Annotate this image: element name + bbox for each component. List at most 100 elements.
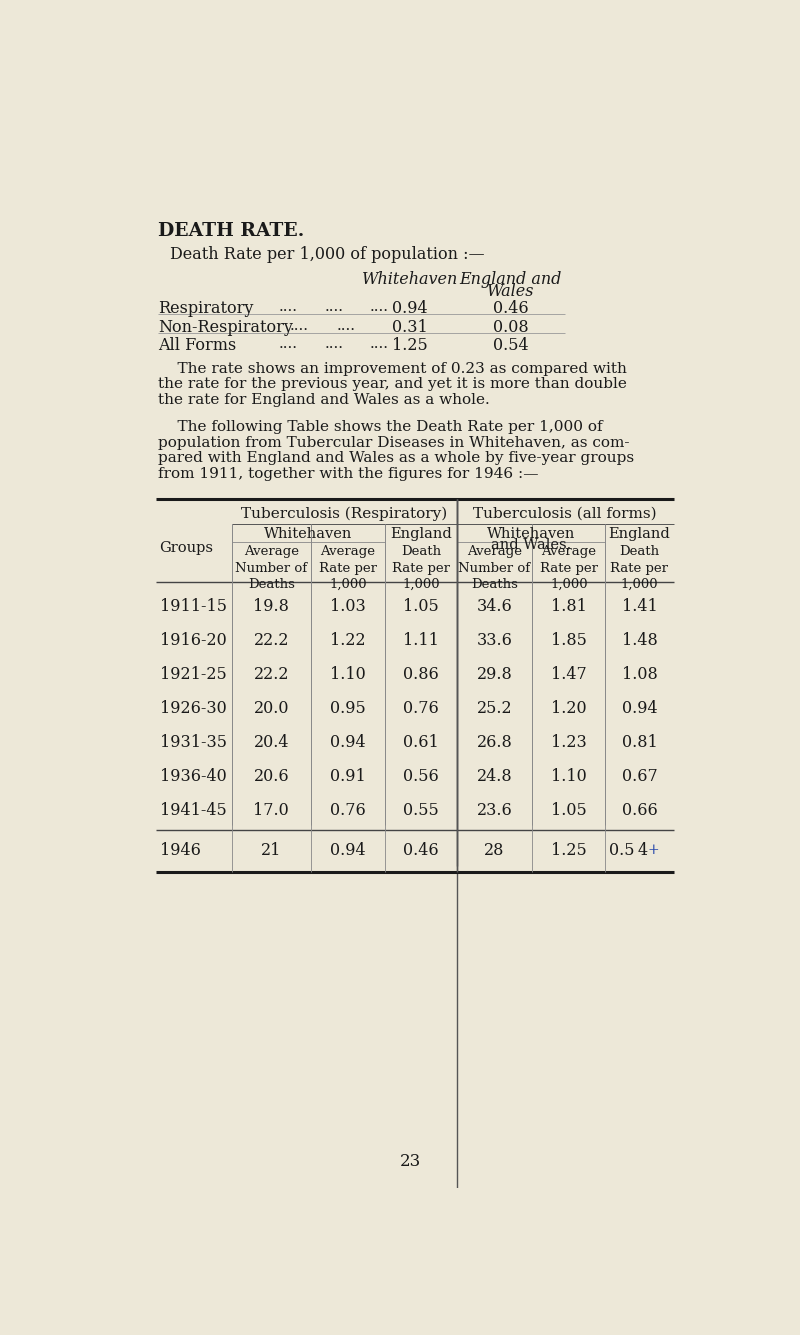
Text: 1.10: 1.10 — [551, 768, 586, 785]
Text: Death
Rate per
1,000: Death Rate per 1,000 — [392, 545, 450, 591]
Text: 0.46: 0.46 — [493, 300, 529, 318]
Text: 1.05: 1.05 — [551, 801, 586, 818]
Text: 0.67: 0.67 — [622, 768, 658, 785]
Text: Average
Number of
Deaths: Average Number of Deaths — [235, 545, 307, 591]
Text: 20.0: 20.0 — [254, 700, 289, 717]
Text: pared with England and Wales as a whole by five-year groups: pared with England and Wales as a whole … — [158, 451, 634, 466]
Text: 20.6: 20.6 — [254, 768, 289, 785]
Text: 1916-20: 1916-20 — [160, 633, 226, 649]
Text: 0.76: 0.76 — [403, 700, 438, 717]
Text: 1.81: 1.81 — [551, 598, 587, 615]
Text: 25.2: 25.2 — [477, 700, 512, 717]
Text: 23.6: 23.6 — [477, 801, 512, 818]
Text: 0.61: 0.61 — [403, 734, 438, 750]
Text: 1936-40: 1936-40 — [160, 768, 226, 785]
Text: 22.2: 22.2 — [254, 633, 289, 649]
Text: 1.48: 1.48 — [622, 633, 658, 649]
Text: 0.76: 0.76 — [330, 801, 366, 818]
Text: 0.46: 0.46 — [403, 842, 438, 860]
Text: 1.05: 1.05 — [403, 598, 438, 615]
Text: 1.41: 1.41 — [622, 598, 658, 615]
Text: 1.85: 1.85 — [551, 633, 587, 649]
Text: 1.20: 1.20 — [551, 700, 586, 717]
Text: 0.94: 0.94 — [622, 700, 658, 717]
Text: 0.91: 0.91 — [330, 768, 366, 785]
Text: The rate shows an improvement of 0.23 as compared with: The rate shows an improvement of 0.23 as… — [158, 362, 627, 376]
Text: The following Table shows the Death Rate per 1,000 of: The following Table shows the Death Rate… — [158, 421, 602, 434]
Text: 0.66: 0.66 — [622, 801, 658, 818]
Text: 21: 21 — [261, 842, 282, 860]
Text: from 1911, together with the figures for 1946 :—: from 1911, together with the figures for… — [158, 467, 538, 481]
Text: 1.10: 1.10 — [330, 666, 366, 684]
Text: Average
Rate per
1,000: Average Rate per 1,000 — [540, 545, 598, 591]
Text: 1926-30: 1926-30 — [160, 700, 226, 717]
Text: 0.95: 0.95 — [330, 700, 366, 717]
Text: Whitehaven: Whitehaven — [486, 527, 575, 542]
Text: 4: 4 — [638, 842, 648, 860]
Text: Average
Number of
Deaths: Average Number of Deaths — [458, 545, 530, 591]
Text: 0.55: 0.55 — [403, 801, 438, 818]
Text: 0.81: 0.81 — [622, 734, 658, 750]
Text: 29.8: 29.8 — [477, 666, 512, 684]
Text: 1.11: 1.11 — [403, 633, 438, 649]
Text: Non-Respiratory: Non-Respiratory — [158, 319, 293, 336]
Text: 19.8: 19.8 — [254, 598, 290, 615]
Text: 33.6: 33.6 — [477, 633, 513, 649]
Text: population from Tubercular Diseases in Whitehaven, as com-: population from Tubercular Diseases in W… — [158, 435, 630, 450]
Text: 1.25: 1.25 — [551, 842, 586, 860]
Text: 1.47: 1.47 — [551, 666, 586, 684]
Text: 1946: 1946 — [160, 842, 201, 860]
Text: 1921-25: 1921-25 — [160, 666, 226, 684]
Text: ....: .... — [336, 319, 355, 332]
Text: Average
Rate per
1,000: Average Rate per 1,000 — [319, 545, 377, 591]
Text: 22.2: 22.2 — [254, 666, 289, 684]
Text: 0.86: 0.86 — [403, 666, 438, 684]
Text: 1.08: 1.08 — [622, 666, 658, 684]
Text: Whitehaven: Whitehaven — [362, 271, 458, 288]
Text: England: England — [390, 527, 452, 542]
Text: Wales: Wales — [487, 283, 534, 300]
Text: 17.0: 17.0 — [254, 801, 289, 818]
Text: Tuberculosis (Respiratory): Tuberculosis (Respiratory) — [241, 507, 447, 521]
Text: ....: .... — [370, 338, 389, 351]
Text: 28: 28 — [484, 842, 505, 860]
Text: Groups: Groups — [159, 542, 213, 555]
Text: 24.8: 24.8 — [477, 768, 512, 785]
Text: 1911-15: 1911-15 — [160, 598, 226, 615]
Text: 1931-35: 1931-35 — [160, 734, 226, 750]
Text: 1.03: 1.03 — [330, 598, 366, 615]
Text: ....: .... — [325, 300, 344, 314]
Text: the rate for England and Wales as a whole.: the rate for England and Wales as a whol… — [158, 392, 490, 407]
Text: Tuberculosis (all forms): Tuberculosis (all forms) — [473, 507, 657, 521]
Text: Death
Rate per
1,000: Death Rate per 1,000 — [610, 545, 669, 591]
Text: 0.94: 0.94 — [330, 734, 366, 750]
Text: 0.5: 0.5 — [610, 842, 634, 860]
Text: 0.54: 0.54 — [493, 338, 529, 354]
Text: 0.31: 0.31 — [392, 319, 428, 336]
Text: 1941-45: 1941-45 — [160, 801, 226, 818]
Text: and Wales.: and Wales. — [490, 538, 571, 553]
Text: Death Rate per 1,000 of population :—: Death Rate per 1,000 of population :— — [170, 247, 484, 263]
Text: ....: .... — [325, 338, 344, 351]
Text: 1.23: 1.23 — [551, 734, 586, 750]
Text: the rate for the previous year, and yet it is more than double: the rate for the previous year, and yet … — [158, 378, 627, 391]
Text: 1.25: 1.25 — [392, 338, 428, 354]
Text: Respiratory: Respiratory — [158, 300, 254, 318]
Text: Whitehaven: Whitehaven — [264, 527, 353, 542]
Text: 20.4: 20.4 — [254, 734, 289, 750]
Text: 0.56: 0.56 — [403, 768, 438, 785]
Text: 34.6: 34.6 — [477, 598, 512, 615]
Text: DEATH RATE.: DEATH RATE. — [158, 222, 304, 240]
Text: ....: .... — [278, 338, 298, 351]
Text: 26.8: 26.8 — [477, 734, 512, 750]
Text: ....: .... — [290, 319, 309, 332]
Text: England and: England and — [459, 271, 562, 288]
Text: ....: .... — [278, 300, 298, 314]
Text: 0.94: 0.94 — [330, 842, 366, 860]
Text: +: + — [647, 844, 658, 857]
Text: 23: 23 — [399, 1153, 421, 1171]
Text: ....: .... — [370, 300, 389, 314]
Text: 1.22: 1.22 — [330, 633, 366, 649]
Text: All Forms: All Forms — [158, 338, 236, 354]
Text: 0.94: 0.94 — [392, 300, 428, 318]
